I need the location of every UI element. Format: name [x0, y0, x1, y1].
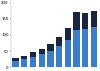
- Bar: [82, 29, 88, 67]
- Bar: [30, 57, 36, 67]
- Bar: [91, 11, 97, 27]
- Bar: [74, 30, 80, 67]
- Bar: [38, 54, 45, 67]
- Bar: [65, 40, 71, 67]
- Bar: [30, 52, 36, 57]
- Bar: [21, 59, 27, 67]
- Bar: [56, 46, 62, 67]
- Bar: [56, 37, 62, 46]
- Bar: [12, 58, 19, 61]
- Bar: [21, 56, 27, 59]
- Bar: [65, 28, 71, 40]
- Bar: [74, 12, 80, 30]
- Bar: [47, 51, 54, 67]
- Bar: [91, 27, 97, 67]
- Bar: [82, 13, 88, 29]
- Bar: [47, 44, 54, 51]
- Bar: [12, 61, 19, 67]
- Bar: [38, 49, 45, 54]
